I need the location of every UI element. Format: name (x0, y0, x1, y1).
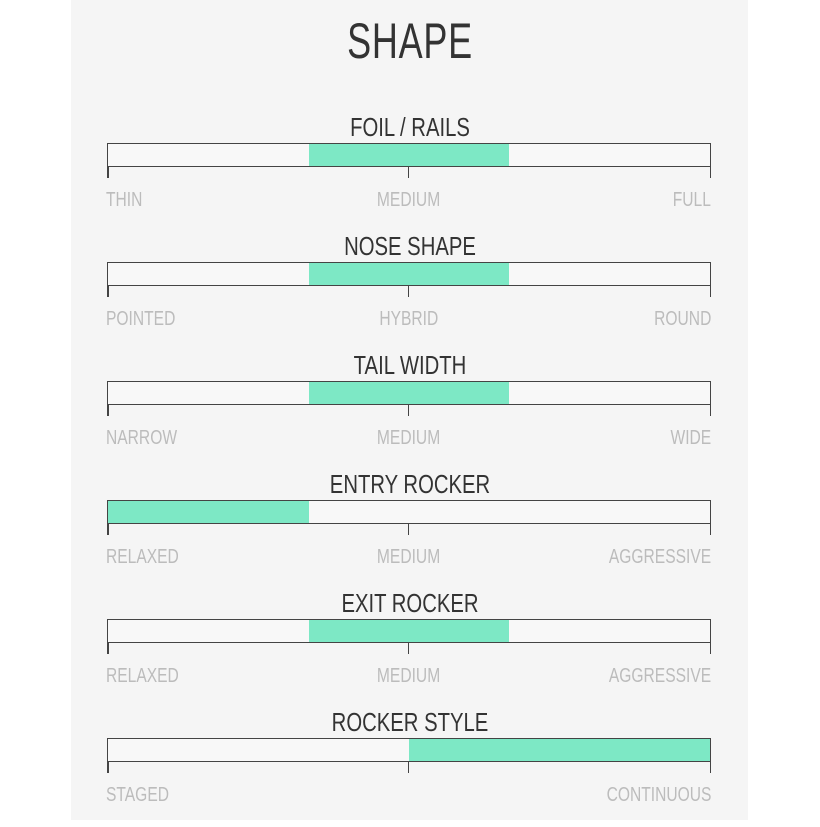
scale-bar (107, 143, 711, 167)
scale-tick (107, 643, 109, 654)
scale-label: RELAXED (106, 665, 199, 688)
scale-bar (107, 381, 711, 405)
scale-label: POINTED (106, 308, 195, 331)
scale-label-text: RELAXED (106, 665, 179, 687)
scale-tick (107, 762, 109, 773)
scale-label-text: ROUND (653, 308, 711, 330)
scale-foil-rails: FOIL / RAILS THIN MEDIUM FULL (0, 112, 820, 232)
scale-label: THIN (106, 189, 153, 212)
scale-label-text: MEDIUM (377, 546, 441, 568)
scale-label-text: AGGRESSIVE (608, 665, 711, 687)
scale-title: EXIT ROCKER (341, 588, 479, 618)
scale-label: CONTINUOUS (577, 784, 711, 807)
scale-tick (107, 405, 109, 416)
scale-label-text: HYBRID (379, 308, 439, 330)
scale-label-text: WIDE (670, 427, 711, 449)
scale-title: FOIL / RAILS (350, 112, 470, 142)
scale-bar (107, 262, 711, 286)
scale-title: TAIL WIDTH (353, 350, 467, 380)
scale-tail-width: TAIL WIDTH NARROW MEDIUM WIDE (0, 350, 820, 470)
page-title: SHAPE (347, 13, 473, 69)
scale-label-text: AGGRESSIVE (608, 546, 711, 568)
scale-tick (407, 286, 409, 297)
scale-tick (107, 167, 109, 178)
scale-label: MEDIUM (0, 189, 818, 212)
scale-title: NOSE SHAPE (344, 231, 476, 261)
scale-tick (407, 167, 409, 178)
scale-label-text: STAGED (106, 784, 169, 806)
scale-tick (709, 524, 711, 535)
scale-label-text: MEDIUM (377, 189, 441, 211)
scale-label: MEDIUM (0, 546, 818, 569)
scale-label-text: POINTED (106, 308, 176, 330)
scale-tick (709, 643, 711, 654)
scale-fill (409, 739, 710, 761)
background-panel (71, 0, 748, 820)
scale-label: RELAXED (106, 546, 199, 569)
scale-label: HYBRID (0, 308, 818, 331)
scale-tick (709, 405, 711, 416)
scale-label-text: CONTINUOUS (606, 784, 711, 806)
scale-label: MEDIUM (0, 427, 818, 450)
scale-label: FULL (662, 189, 711, 212)
scale-label: WIDE (659, 427, 711, 450)
scale-tick (709, 286, 711, 297)
scale-rocker-style: ROCKER STYLE STAGED CONTINUOUS (0, 707, 820, 827)
scale-label: AGGRESSIVE (580, 665, 711, 688)
scale-bar (107, 619, 711, 643)
scale-fill (308, 382, 510, 404)
scale-tick (107, 286, 109, 297)
scale-tick (107, 524, 109, 535)
scale-title: ENTRY ROCKER (329, 469, 491, 499)
scale-label: STAGED (106, 784, 187, 807)
scale-tick (407, 643, 409, 654)
scale-tick (709, 167, 711, 178)
scale-label-text: FULL (672, 189, 711, 211)
scale-tick (709, 762, 711, 773)
scale-label-text: THIN (106, 189, 143, 211)
scale-bar (107, 500, 711, 524)
scale-label-text: MEDIUM (377, 665, 441, 687)
scale-fill (108, 501, 309, 523)
scale-label: NARROW (106, 427, 197, 450)
scale-nose-shape: NOSE SHAPE POINTED HYBRID ROUND (0, 231, 820, 351)
scale-label: AGGRESSIVE (580, 546, 711, 569)
scale-tick (407, 524, 409, 535)
scale-tick (407, 762, 409, 773)
scale-label-text: MEDIUM (377, 427, 441, 449)
scale-entry-rocker: ENTRY ROCKER RELAXED MEDIUM AGGRESSIVE (0, 469, 820, 589)
scale-exit-rocker: EXIT ROCKER RELAXED MEDIUM AGGRESSIVE (0, 588, 820, 708)
scale-fill (308, 620, 510, 642)
scale-label: ROUND (638, 308, 711, 331)
scale-label-text: RELAXED (106, 546, 179, 568)
scale-title: ROCKER STYLE (331, 707, 489, 737)
scale-label-text: NARROW (106, 427, 178, 449)
scale-bar (107, 738, 711, 762)
scale-fill (308, 144, 510, 166)
scale-tick (407, 405, 409, 416)
scale-label: MEDIUM (0, 665, 818, 688)
scale-fill (308, 263, 510, 285)
